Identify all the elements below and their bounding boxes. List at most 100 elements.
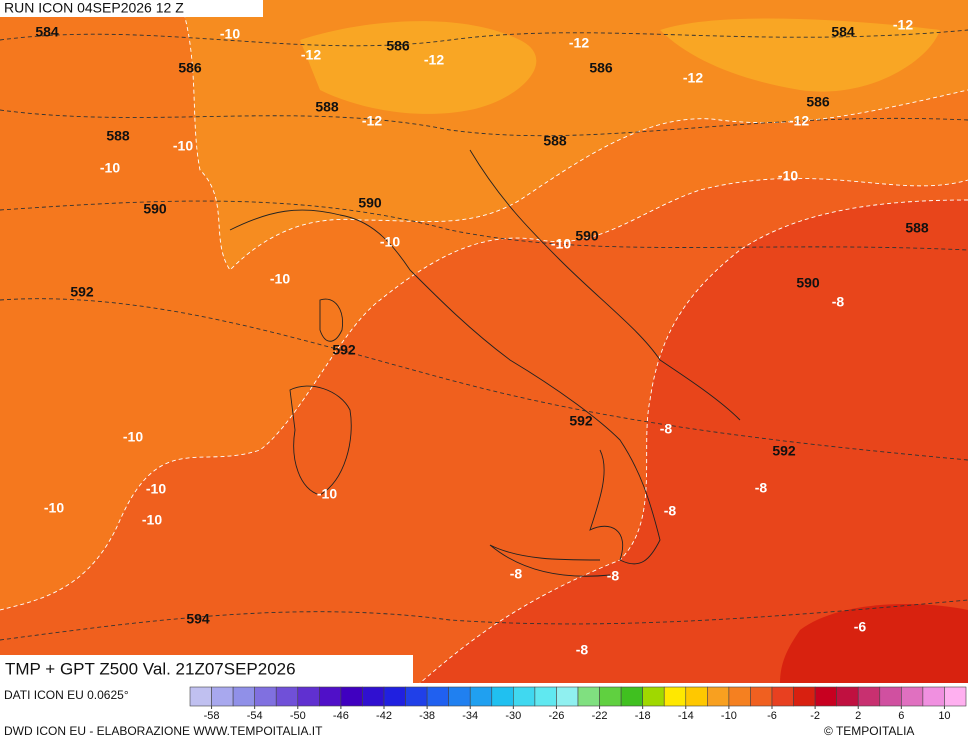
colorbar-swatch: [275, 686, 299, 707]
coastline: [229, 149, 741, 577]
tmp-label: -8: [664, 503, 677, 519]
colorbar-swatch: [448, 686, 471, 707]
isotherm: [0, 177, 968, 611]
tmp-label: -8: [510, 566, 523, 582]
gpt-label: 594: [186, 611, 210, 627]
isohypse: [0, 298, 968, 461]
tmp-label: -10: [142, 512, 162, 528]
tmp-label: -6: [854, 619, 867, 635]
colorbar-swatch: [254, 686, 277, 707]
colorbar-swatch: [491, 686, 514, 707]
colorbar-tick-label: -26: [548, 710, 564, 722]
colorbar-swatch: [642, 686, 665, 707]
colorbar-swatch: [836, 686, 859, 707]
colorbar-tick-label: 6: [898, 710, 904, 722]
gpt-label: 590: [575, 228, 599, 244]
tmp-label: -12: [362, 113, 382, 129]
tmp-label: -8: [755, 480, 768, 496]
colorbar-tick-label: 2: [855, 710, 861, 722]
colorbar-swatch: [189, 686, 212, 707]
tmp-label: -10: [317, 486, 337, 502]
run-label: RUN ICON 04SEP2026 12 Z: [4, 0, 184, 16]
tmp-label: -8: [576, 642, 589, 658]
tmp-label: -12: [569, 35, 589, 51]
gpt-label: 592: [332, 342, 356, 358]
isohypse: [0, 200, 968, 251]
map-zone: [300, 18, 940, 114]
gpt-label: 586: [806, 94, 830, 110]
tmp-label: -10: [270, 271, 290, 287]
colorbar-tick-label: -38: [419, 710, 435, 722]
colorbar-swatch: [857, 686, 881, 707]
colorbar-swatch: [534, 686, 557, 707]
tmp-label: -10: [173, 138, 193, 154]
gpt-label: 592: [569, 413, 593, 429]
colorbar-tick-label: -42: [376, 710, 392, 722]
colorbar-swatch: [211, 686, 234, 707]
colorbar-swatch: [362, 686, 385, 707]
gpt-label: 584: [35, 24, 59, 40]
colorbar-tick-label: -22: [592, 710, 608, 722]
gpt-label: 590: [143, 201, 167, 217]
colorbar-swatch: [771, 686, 794, 707]
tmp-label: -10: [100, 160, 120, 176]
colorbar-swatch: [901, 686, 924, 707]
colorbar-swatch: [685, 686, 708, 707]
colorbar-swatch: [577, 686, 600, 707]
colorbar-tick-label: -46: [333, 710, 349, 722]
tmp-label: -12: [301, 47, 321, 63]
isohypse: [0, 599, 968, 641]
colorbar-tick-label: -50: [290, 710, 306, 722]
isohypse: [0, 29, 968, 47]
copyright-label: © TEMPOITALIA: [824, 724, 914, 738]
isotherm: [179, 0, 968, 271]
header-box: [0, 0, 263, 17]
source-label: DATI ICON EU 0.0625°: [4, 688, 129, 702]
gpt-label: 586: [589, 60, 613, 76]
colorbar-swatch: [469, 686, 493, 707]
colorbar-tick-label: -54: [247, 710, 263, 722]
coastline: [289, 298, 352, 496]
colorbar-tick-label: -2: [810, 710, 820, 722]
tmp-label: -10: [551, 236, 571, 252]
gpt-label: 588: [315, 99, 339, 115]
gpt-label: 584: [831, 24, 855, 40]
gpt-label: 592: [70, 284, 94, 300]
colorbar-swatch: [922, 686, 945, 707]
colorbar-tick-label: -10: [721, 710, 737, 722]
colorbar-swatch: [556, 686, 579, 707]
isotherm: [419, 199, 968, 684]
colorbar-tick-label: -34: [462, 710, 478, 722]
gpt-label: 592: [772, 443, 796, 459]
gpt-label: 588: [543, 133, 567, 149]
colorbar-swatch: [793, 686, 816, 707]
tmp-label: -8: [607, 568, 620, 584]
colorbar-tick-label: -30: [505, 710, 521, 722]
tmp-label: -8: [660, 421, 673, 437]
gpt-label: 588: [905, 220, 929, 236]
tmp-label: -12: [683, 70, 703, 86]
isohypse: [0, 109, 968, 137]
tmp-label: -10: [123, 429, 143, 445]
map-title: TMP + GPT Z500 Val. 21Z07SEP2026: [5, 659, 296, 678]
tmp-label: -10: [146, 481, 166, 497]
colorbar-swatch: [663, 686, 687, 707]
colorbar-tick-label: 10: [938, 710, 950, 722]
tmp-label: -10: [778, 168, 798, 184]
map-zone: [420, 200, 968, 683]
colorbar-swatch: [944, 686, 967, 707]
colorbar-tick-label: -14: [678, 710, 694, 722]
tmp-label: -10: [220, 26, 240, 42]
colorbar-swatch: [513, 686, 536, 707]
tmp-label: -8: [832, 294, 845, 310]
tmp-label: -12: [789, 113, 809, 129]
tmp-label: -12: [893, 17, 913, 33]
colorbar-swatch: [599, 686, 622, 707]
title-box: [0, 655, 413, 683]
gpt-label: 590: [796, 275, 820, 291]
colorbar-tick-label: -58: [204, 710, 220, 722]
credit-label: DWD ICON EU - ELABORAZIONE WWW.TEMPOITAL…: [4, 724, 323, 738]
colorbar-swatch: [707, 686, 730, 707]
gpt-label: 590: [358, 195, 382, 211]
colorbar-swatch: [620, 686, 643, 707]
